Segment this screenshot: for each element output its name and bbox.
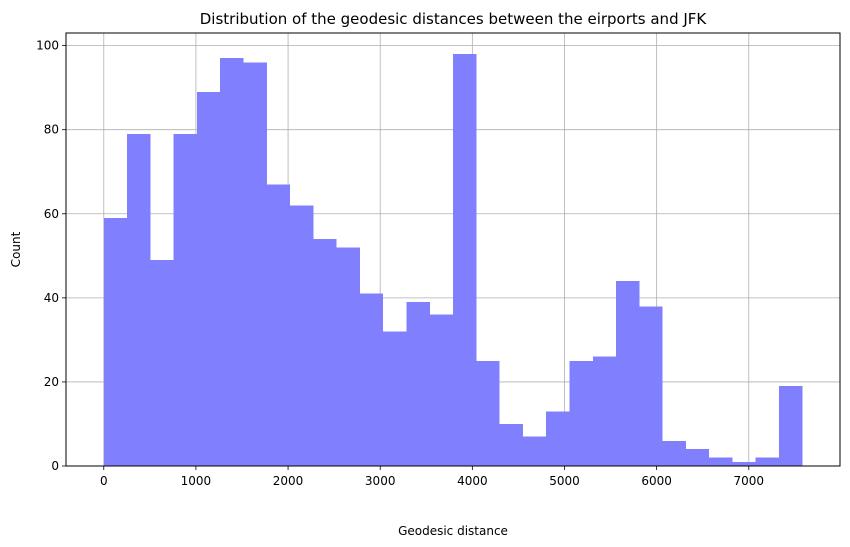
histogram-bar — [569, 360, 593, 466]
histogram-bar — [196, 91, 221, 466]
x-tick-label: 3000 — [365, 474, 396, 488]
x-tick-label: 7000 — [734, 474, 765, 488]
histogram-bar — [522, 436, 547, 466]
x-tick-label: 4000 — [457, 474, 488, 488]
plot-frame — [65, 32, 841, 467]
histogram-bar — [266, 184, 291, 466]
histogram-bar — [709, 457, 733, 466]
y-tick-label: 80 — [44, 123, 59, 137]
histogram-bar — [592, 356, 617, 466]
histogram-bar — [103, 217, 128, 466]
y-tick-label: 60 — [44, 207, 59, 221]
x-tick-label: 5000 — [549, 474, 580, 488]
histogram-bar — [685, 449, 710, 466]
x-tick-label: 0 — [100, 474, 108, 488]
histogram-bar — [499, 423, 523, 466]
histogram-bar — [546, 411, 570, 466]
histogram-bars — [103, 54, 803, 467]
histogram-bar — [453, 54, 477, 467]
y-tick-label: 20 — [44, 375, 59, 389]
histogram-bar — [476, 360, 500, 466]
histogram-bar — [290, 205, 314, 466]
histogram-bar — [662, 440, 686, 466]
y-tick-label: 0 — [51, 459, 59, 473]
histogram-bar — [639, 306, 663, 466]
y-axis-label: Count — [9, 231, 23, 267]
x-tick-label: 1000 — [181, 474, 212, 488]
histogram-bar — [150, 260, 174, 466]
histogram-bar — [127, 133, 151, 467]
y-tick-label: 40 — [44, 291, 59, 305]
x-tick-label: 2000 — [273, 474, 304, 488]
histogram-bar — [313, 238, 337, 466]
histogram-bar — [406, 302, 430, 466]
chart-title: Distribution of the geodesic distances b… — [200, 10, 708, 28]
y-tick-label: 100 — [36, 39, 59, 53]
histogram-bar — [755, 457, 780, 466]
axis-ticks: 0 1000 2000 3000 4000 5000 6000 7000 0 20 40 60 80 10… — [36, 39, 764, 488]
histogram-bar — [616, 281, 640, 466]
histogram-bar — [336, 247, 360, 466]
histogram-bar — [173, 133, 197, 467]
histogram-bar — [220, 58, 244, 467]
histogram-bar — [383, 331, 407, 466]
x-axis-label: Geodesic distance — [398, 524, 508, 538]
histogram-bar — [429, 314, 454, 466]
histogram-bar — [779, 386, 803, 466]
histogram-bar — [732, 461, 756, 466]
histogram-bar — [359, 293, 384, 466]
x-tick-label: 6000 — [641, 474, 672, 488]
histogram-bar — [243, 62, 267, 466]
